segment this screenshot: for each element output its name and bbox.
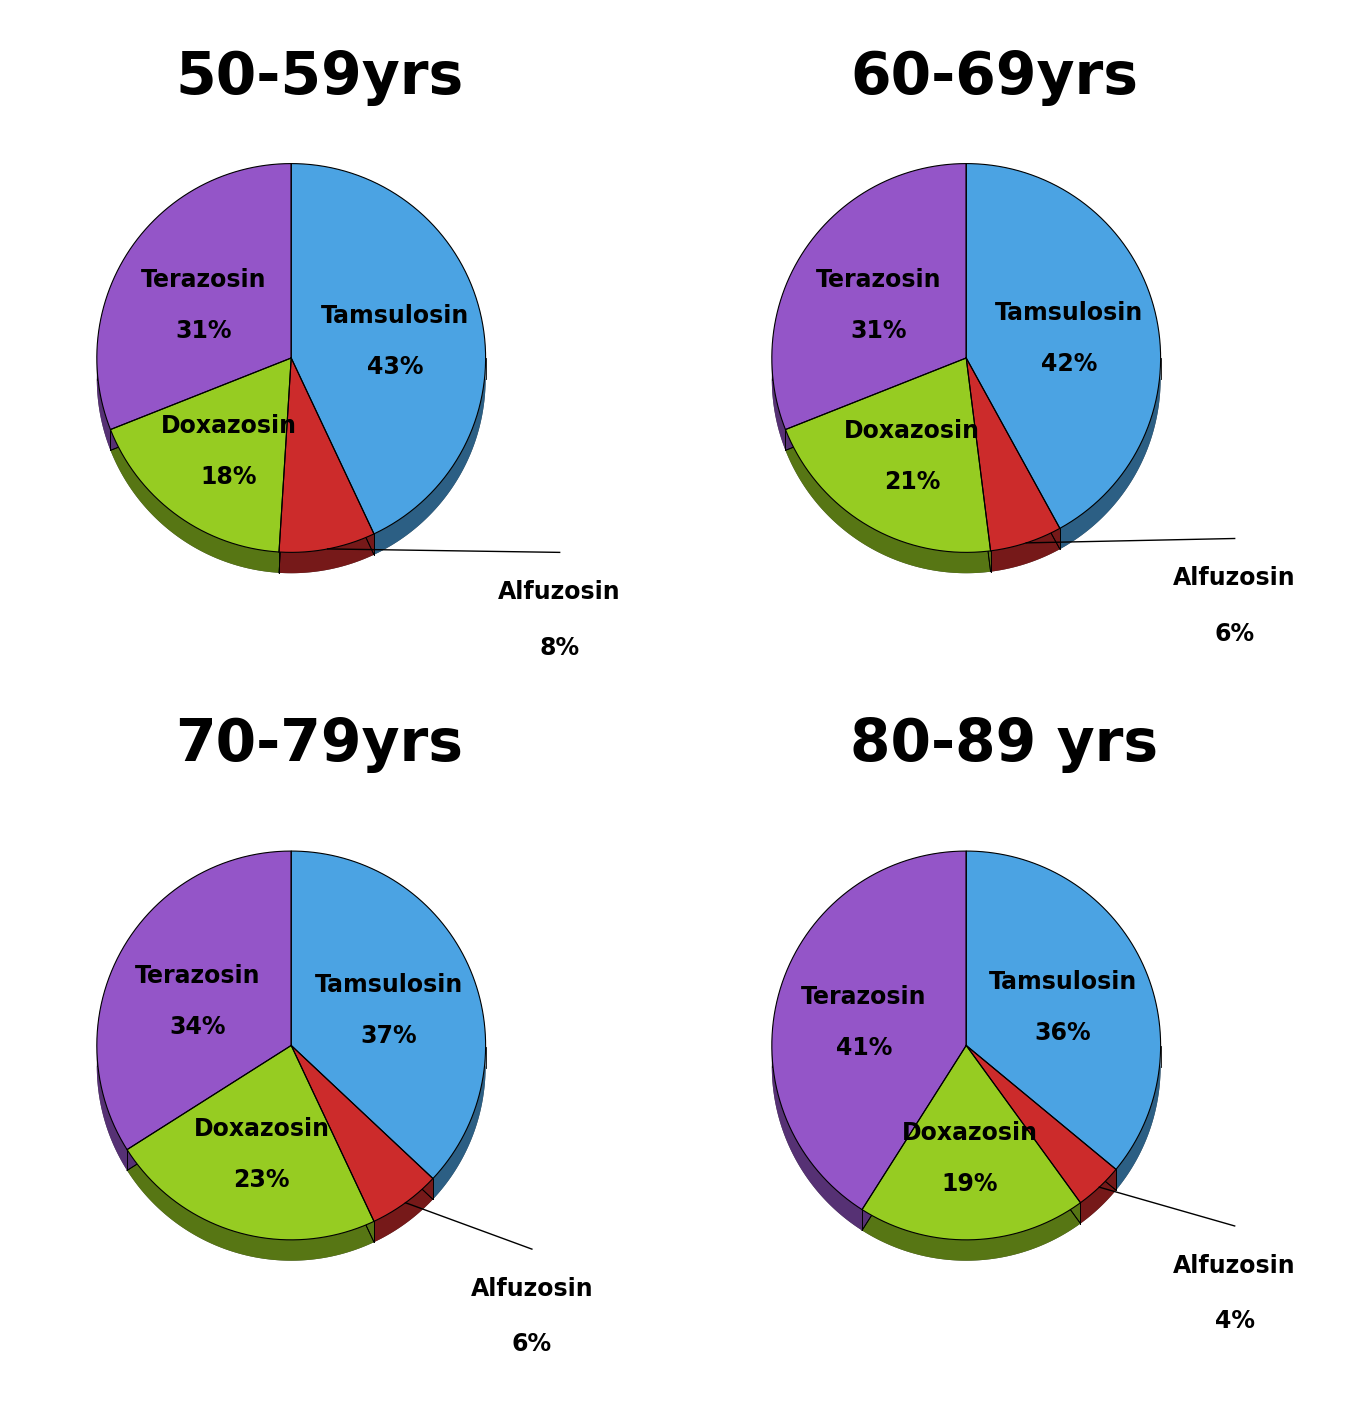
Text: 37%: 37% [360,1024,417,1048]
Polygon shape [111,358,292,450]
Polygon shape [1116,1047,1161,1190]
Text: Terazosin: Terazosin [135,964,261,988]
Polygon shape [292,1045,374,1242]
Polygon shape [374,1179,433,1242]
Polygon shape [292,164,486,535]
Polygon shape [772,1047,863,1230]
Text: Alfuzosin: Alfuzosin [471,1277,593,1301]
Polygon shape [97,1045,127,1170]
Text: Terazosin: Terazosin [802,985,926,1009]
Polygon shape [786,429,991,574]
Polygon shape [863,1202,1080,1261]
Polygon shape [279,358,292,572]
Text: 70-79yrs: 70-79yrs [176,716,463,773]
Polygon shape [97,359,111,450]
Text: 41%: 41% [836,1037,892,1061]
Polygon shape [786,358,967,450]
Polygon shape [863,1045,1080,1240]
Text: 60-69yrs: 60-69yrs [850,49,1138,107]
Text: 19%: 19% [941,1173,998,1197]
Polygon shape [863,1045,967,1230]
Text: 18%: 18% [200,464,256,488]
Polygon shape [772,852,967,1209]
Polygon shape [967,1045,1080,1223]
Text: 31%: 31% [850,318,906,342]
Text: Alfuzosin: Alfuzosin [1173,567,1296,591]
Polygon shape [967,1045,1116,1190]
Text: Terazosin: Terazosin [815,268,941,292]
Text: 8%: 8% [540,636,579,659]
Polygon shape [863,1045,967,1230]
Text: 31%: 31% [176,318,231,342]
Polygon shape [111,358,292,551]
Text: Tamsulosin: Tamsulosin [988,969,1137,993]
Text: 34%: 34% [170,1014,227,1038]
Polygon shape [292,1045,433,1200]
Text: 23%: 23% [234,1169,290,1193]
Polygon shape [127,1045,292,1170]
Text: Doxazosin: Doxazosin [902,1121,1038,1145]
Polygon shape [292,852,486,1179]
Polygon shape [279,358,292,572]
Polygon shape [967,358,1060,549]
Text: Doxazosin: Doxazosin [193,1117,329,1141]
Polygon shape [772,164,967,429]
Polygon shape [967,1045,1116,1202]
Polygon shape [127,1045,292,1170]
Polygon shape [279,358,374,553]
Polygon shape [292,358,374,554]
Polygon shape [967,358,1060,551]
Polygon shape [772,359,786,450]
Polygon shape [967,1045,1116,1190]
Polygon shape [127,1149,374,1261]
Polygon shape [292,1045,433,1222]
Polygon shape [127,1045,374,1240]
Polygon shape [111,429,279,572]
Polygon shape [967,358,991,571]
Polygon shape [1080,1169,1116,1223]
Polygon shape [772,379,1161,574]
Text: 6%: 6% [1215,622,1254,645]
Polygon shape [97,164,292,429]
Text: Alfuzosin: Alfuzosin [1173,1254,1296,1278]
Polygon shape [772,1066,1161,1261]
Text: Tamsulosin: Tamsulosin [315,972,463,996]
Text: 43%: 43% [367,355,424,379]
Polygon shape [292,1045,374,1242]
Text: 50-59yrs: 50-59yrs [176,49,464,107]
Text: 4%: 4% [1215,1309,1254,1333]
Polygon shape [967,1045,1080,1223]
Polygon shape [97,852,292,1149]
Text: 36%: 36% [1034,1020,1091,1044]
Polygon shape [967,852,1161,1169]
Text: Doxazosin: Doxazosin [844,419,980,443]
Text: 6%: 6% [512,1333,552,1357]
Polygon shape [786,358,991,553]
Polygon shape [967,358,1060,549]
Polygon shape [1060,358,1161,549]
Polygon shape [433,1047,486,1200]
Polygon shape [292,358,374,554]
Polygon shape [97,379,486,574]
Text: 21%: 21% [884,470,940,494]
Polygon shape [111,358,292,450]
Text: Tamsulosin: Tamsulosin [321,304,470,328]
Text: Doxazosin: Doxazosin [161,414,297,438]
Text: 80-89 yrs: 80-89 yrs [850,716,1158,773]
Polygon shape [786,358,967,450]
Polygon shape [279,535,374,574]
Polygon shape [97,1066,486,1261]
Text: Tamsulosin: Tamsulosin [995,302,1143,325]
Text: Alfuzosin: Alfuzosin [498,581,621,605]
Polygon shape [374,358,486,554]
Text: 42%: 42% [1041,352,1098,376]
Polygon shape [967,164,1161,529]
Polygon shape [292,1045,433,1200]
Polygon shape [967,358,991,571]
Polygon shape [991,529,1060,571]
Text: Terazosin: Terazosin [140,268,266,292]
